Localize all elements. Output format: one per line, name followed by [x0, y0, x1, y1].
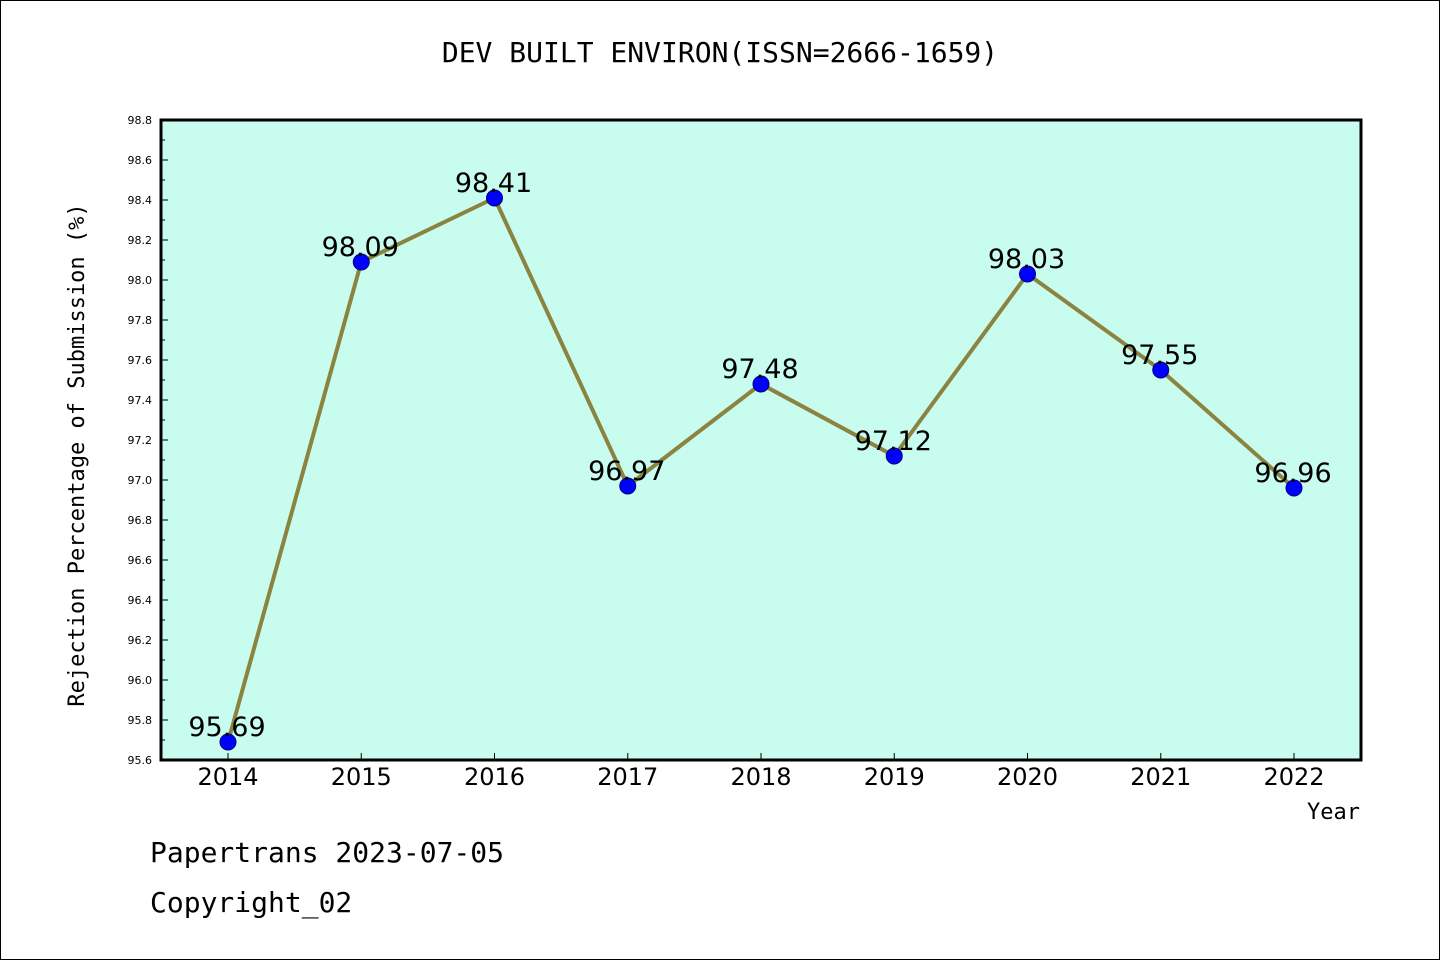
data-label: 98.41 [455, 168, 532, 199]
y-tick-label: 96.6 [128, 554, 153, 567]
y-axis-title: Rejection Percentage of Submission (%) [65, 203, 90, 706]
x-tick-label: 2021 [1130, 763, 1191, 791]
y-tick-label: 98.0 [128, 274, 153, 287]
y-tick-label: 97.8 [128, 314, 153, 327]
data-label: 96.96 [1254, 458, 1331, 489]
x-axis-title: Year [1307, 800, 1360, 825]
x-tick-label: 2020 [997, 763, 1058, 791]
data-label: 97.48 [721, 354, 798, 385]
y-tick-label: 98.8 [128, 114, 153, 127]
y-tick-label: 98.6 [128, 154, 153, 167]
x-tick-label: 2014 [197, 763, 258, 791]
data-label: 98.03 [988, 244, 1065, 275]
y-tick-label: 97.2 [128, 434, 153, 447]
data-label: 95.69 [188, 712, 265, 743]
y-tick-label: 97.4 [128, 394, 153, 407]
data-point [1285, 479, 1303, 497]
x-tick-label: 2022 [1263, 763, 1324, 791]
x-tick-label: 2016 [464, 763, 525, 791]
data-point [1019, 265, 1036, 283]
y-tick-label: 95.6 [128, 754, 153, 767]
footer-date: Papertrans 2023-07-05 [150, 836, 505, 869]
y-tick-label: 95.8 [128, 714, 153, 727]
y-tick-label: 96.2 [128, 634, 153, 647]
data-label: 97.55 [1121, 340, 1198, 371]
y-tick-label: 96.8 [128, 514, 153, 527]
x-tick-label: 2015 [331, 763, 392, 791]
x-tick-label: 2018 [730, 763, 791, 791]
footer-copyright: Copyright_02 [150, 886, 353, 919]
y-tick-label: 97.6 [128, 354, 153, 367]
plot-border [159, 118, 1363, 762]
data-label: 96.97 [588, 456, 665, 487]
data-point [352, 253, 370, 271]
data-label: 97.12 [855, 426, 932, 457]
data-point [486, 189, 503, 207]
y-tick-label: 98.2 [128, 234, 153, 247]
y-tick-label: 96.4 [128, 594, 153, 607]
y-tick-label: 97.0 [128, 474, 153, 487]
data-point [752, 375, 770, 393]
chart-title: DEV BUILT ENVIRON(ISSN=2666-1659) [441, 36, 999, 69]
data-label: 98.09 [322, 232, 399, 263]
x-tick-label: 2019 [864, 763, 925, 791]
plot-area [161, 120, 1361, 760]
y-tick-label: 98.4 [128, 194, 153, 207]
data-point [885, 447, 903, 465]
x-tick-label: 2017 [597, 763, 658, 791]
data-point [1152, 361, 1170, 379]
data-point [619, 477, 637, 495]
data-point [219, 733, 237, 751]
y-tick-label: 96.0 [128, 674, 153, 687]
